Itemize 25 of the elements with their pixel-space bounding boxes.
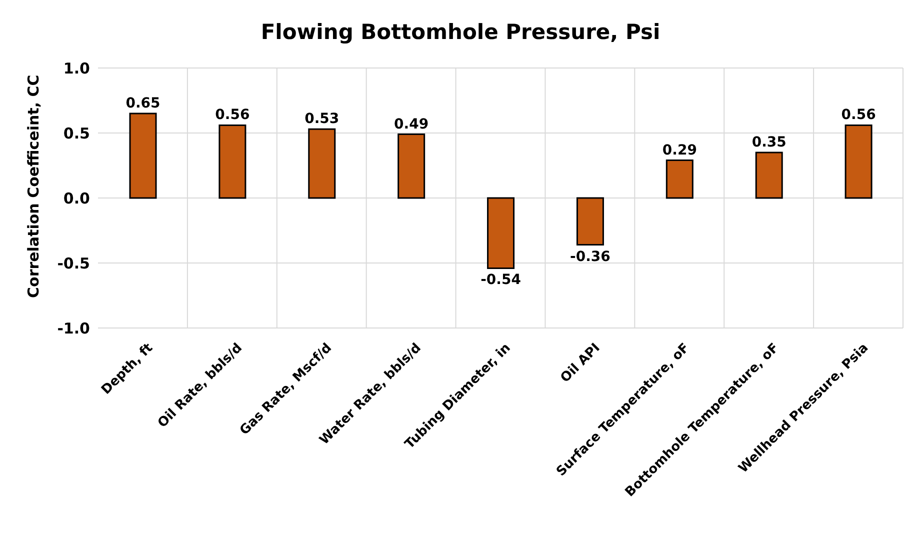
bar — [576, 197, 604, 246]
y-tick-label: -0.5 — [57, 254, 90, 272]
data-label: -0.36 — [570, 248, 610, 265]
data-label: 0.35 — [752, 134, 786, 150]
bar — [129, 112, 157, 199]
y-axis-title: Correlation Coefficeint, CC — [24, 74, 42, 298]
data-label: -0.54 — [480, 272, 522, 288]
data-label: 0.29 — [662, 142, 697, 158]
data-label: 0.65 — [126, 96, 160, 112]
y-tick-label: 0.5 — [63, 124, 90, 142]
y-tick-label: -1.0 — [57, 319, 90, 338]
data-label: 0.53 — [304, 111, 340, 128]
bar — [218, 124, 246, 199]
bar — [755, 152, 783, 199]
chart-title: Flowing Bottomhole Pressure, Psi — [260, 20, 662, 44]
data-label: 0.56 — [215, 107, 250, 124]
data-label: 0.49 — [394, 116, 429, 132]
y-tick-label: 0.0 — [63, 189, 90, 208]
y-tick-label: 1.0 — [63, 59, 90, 78]
bar — [844, 124, 872, 199]
data-label: 0.56 — [841, 107, 876, 124]
bar — [487, 197, 515, 269]
bar — [308, 128, 336, 199]
bar — [398, 134, 426, 199]
bar — [666, 160, 694, 199]
